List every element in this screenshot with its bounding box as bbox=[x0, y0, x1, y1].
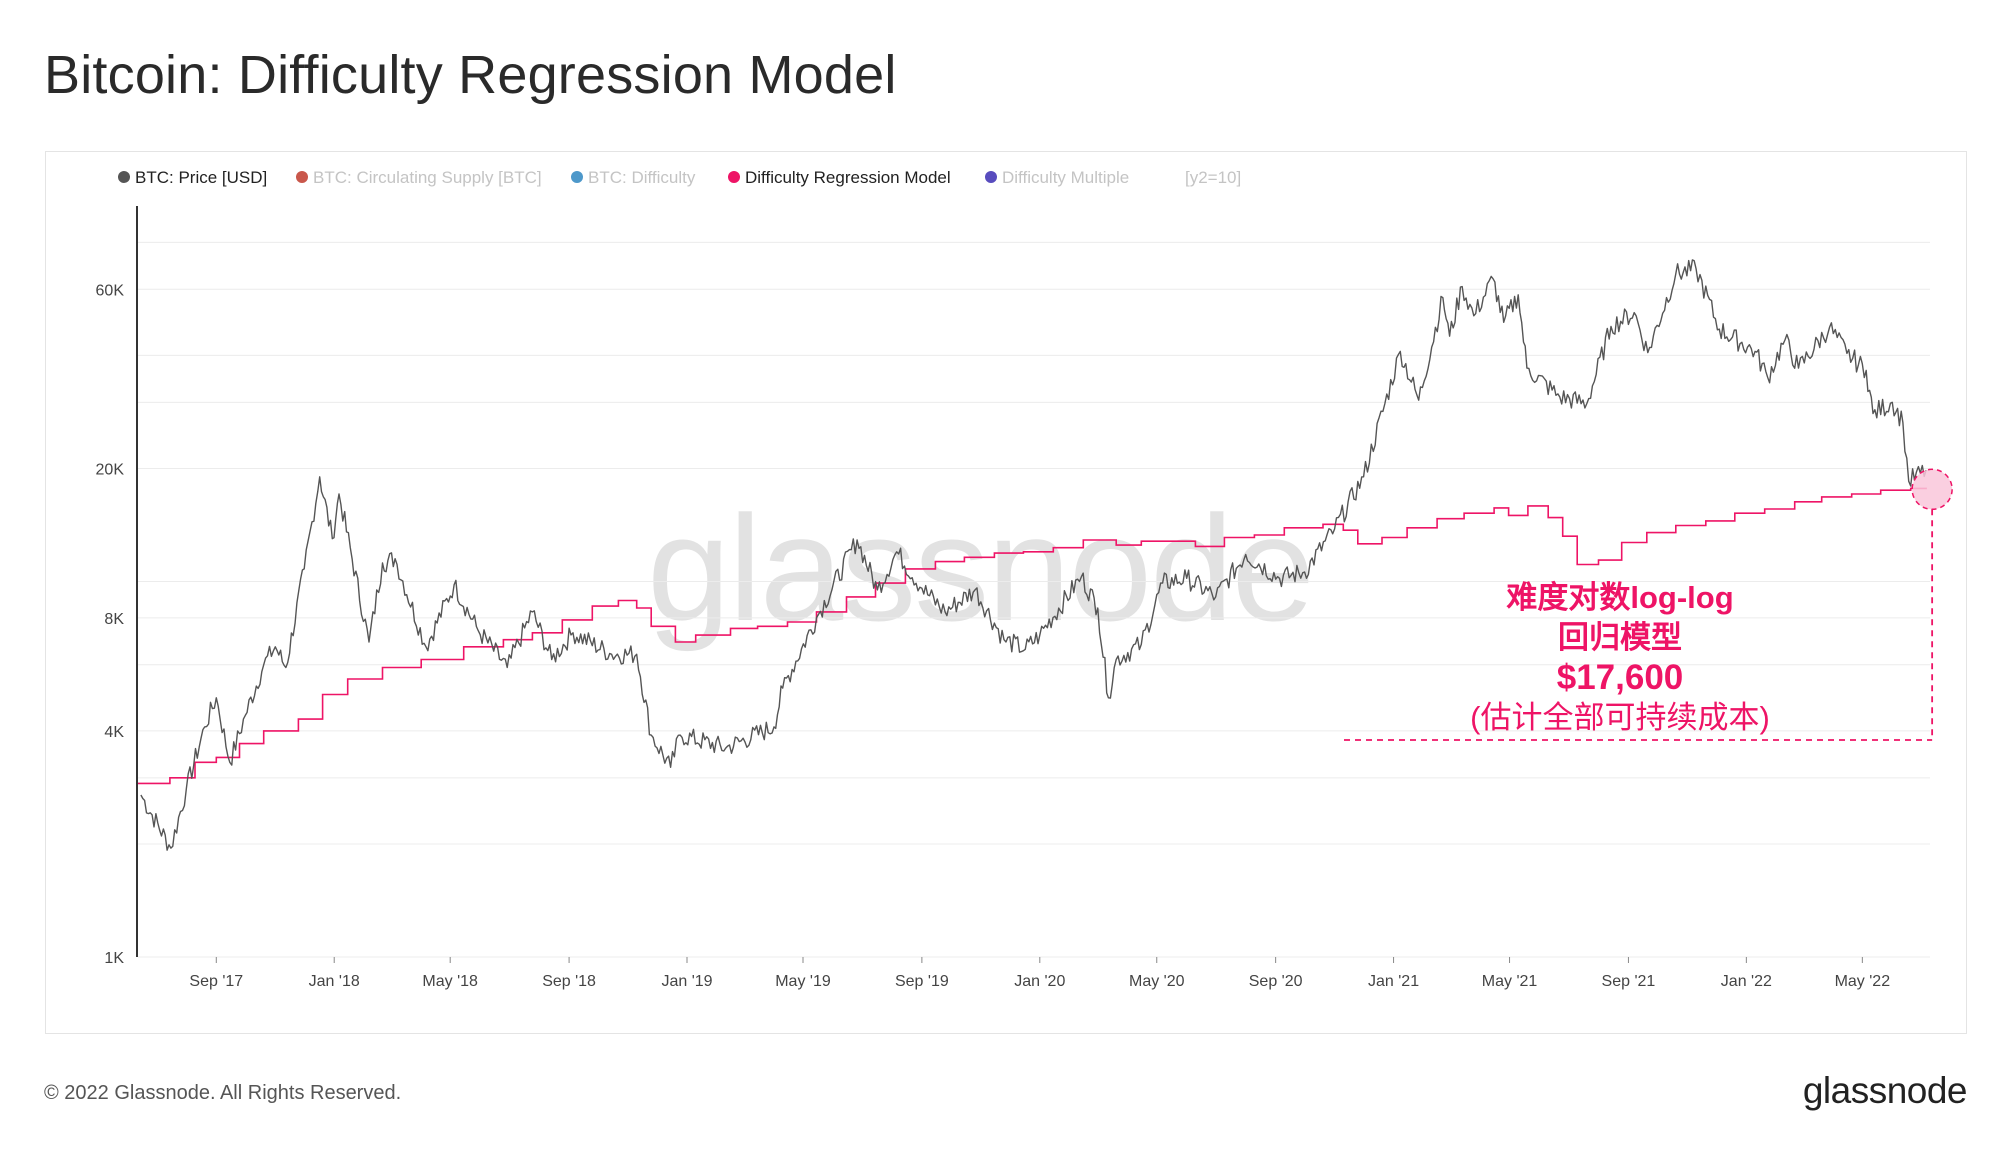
series-lines bbox=[138, 259, 1927, 851]
legend-label: BTC: Difficulty bbox=[588, 168, 696, 187]
legend: BTC: Price [USD] BTC: Circulating Supply … bbox=[118, 168, 1241, 187]
legend-dot bbox=[728, 171, 740, 183]
legend-item[interactable]: Difficulty Regression Model bbox=[728, 168, 951, 187]
y-tick-label: 60K bbox=[96, 282, 125, 299]
x-tick-label: May '18 bbox=[422, 973, 478, 990]
legend-label: Difficulty Regression Model bbox=[745, 168, 951, 187]
series-line-btc-price bbox=[140, 259, 1927, 851]
legend-label: [y2=10] bbox=[1185, 168, 1241, 187]
x-tick-label: Sep '18 bbox=[542, 973, 596, 990]
annotation-value: $17,600 bbox=[1556, 658, 1684, 697]
annotation-line-2: 回归模型 bbox=[1558, 620, 1682, 655]
series-line-difficulty-regression-model bbox=[138, 487, 1927, 785]
y-axis-ticks: 1K 4K 8K 20K 60K bbox=[96, 282, 125, 967]
legend-dot bbox=[118, 171, 130, 183]
x-tick-label: Jan '20 bbox=[1014, 973, 1065, 990]
x-tick-label: Sep '19 bbox=[895, 973, 949, 990]
y-tick-label: 8K bbox=[104, 611, 124, 628]
x-axis-ticks: Sep '17 Jan '18 May '18 Sep '18 Jan '19 May '… bbox=[189, 957, 1890, 990]
x-tick-label: Jan '19 bbox=[661, 973, 712, 990]
x-tick-label: Jan '18 bbox=[309, 973, 360, 990]
y-tick-label: 1K bbox=[104, 950, 124, 967]
annotation-line-4: (估计全部可持续成本) bbox=[1470, 700, 1770, 735]
watermark: glassnode bbox=[647, 484, 1313, 652]
x-tick-label: Sep '17 bbox=[189, 973, 243, 990]
legend-dot bbox=[985, 171, 997, 183]
legend-dot bbox=[571, 171, 583, 183]
legend-label: BTC: Price [USD] bbox=[135, 168, 267, 187]
y-tick-label: 20K bbox=[96, 461, 125, 478]
x-tick-label: May '21 bbox=[1482, 973, 1538, 990]
annotation-marker bbox=[1344, 468, 1953, 741]
page-title: Bitcoin: Difficulty Regression Model bbox=[44, 45, 897, 105]
x-tick-label: May '22 bbox=[1835, 973, 1891, 990]
y-tick-label: 4K bbox=[104, 724, 124, 741]
chart-frame bbox=[45, 151, 1967, 1034]
x-tick-label: Sep '21 bbox=[1602, 973, 1656, 990]
legend-dot bbox=[296, 171, 308, 183]
x-tick-label: May '20 bbox=[1129, 973, 1185, 990]
legend-item[interactable]: BTC: Price [USD] bbox=[118, 168, 267, 187]
footer-copyright: © 2022 Glassnode. All Rights Reserved. bbox=[44, 1082, 402, 1104]
legend-item[interactable]: [y2=10] bbox=[1185, 168, 1241, 187]
glassnode-logo[interactable]: glassnode bbox=[1802, 1070, 1968, 1111]
x-tick-label: Jan '21 bbox=[1368, 973, 1419, 990]
legend-item[interactable]: BTC: Circulating Supply [BTC] bbox=[296, 168, 542, 187]
annotation-circle bbox=[1911, 468, 1953, 511]
x-tick-label: Sep '20 bbox=[1249, 973, 1303, 990]
grid-lines bbox=[138, 241, 1930, 958]
legend-item[interactable]: BTC: Difficulty bbox=[571, 168, 696, 187]
x-tick-label: Jan '22 bbox=[1721, 973, 1772, 990]
x-tick-label: May '19 bbox=[775, 973, 831, 990]
legend-item[interactable]: Difficulty Multiple bbox=[985, 168, 1129, 187]
price-annotation: 难度对数log-log 回归模型 $17,600 (估计全部可持续成本) bbox=[1330, 578, 1910, 738]
legend-label: BTC: Circulating Supply [BTC] bbox=[313, 168, 542, 187]
legend-label: Difficulty Multiple bbox=[1002, 168, 1129, 187]
annotation-line-1: 难度对数log-log bbox=[1506, 580, 1734, 615]
